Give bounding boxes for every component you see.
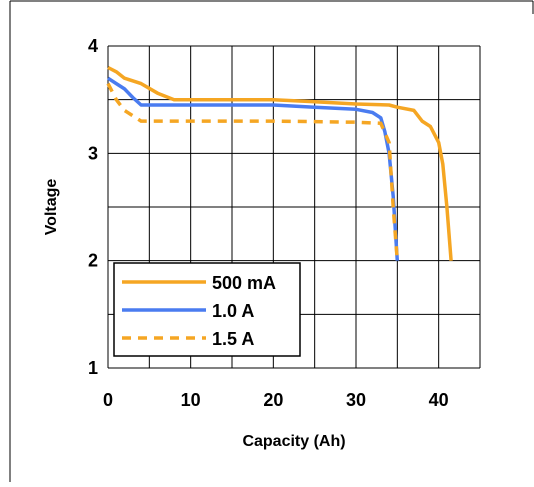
series-layer [106,65,453,261]
x-tick-label: 10 [181,390,201,410]
series-line [107,65,453,261]
x-tick-label: 20 [263,390,283,410]
legend: 500 mA 1.0 A 1.5 A [113,262,301,357]
x-axis-label: Capacity (Ah) [242,433,345,450]
y-tick-label: 2 [88,251,98,271]
y-axis-label: Voltage [43,179,60,236]
x-tick-label: 40 [429,390,449,410]
x-tick-label: 0 [103,390,113,410]
legend-label: 500 mA [212,273,276,293]
y-tick-label: 4 [88,36,98,56]
y-tick-label: 3 [88,143,98,163]
legend-label: 1.0 A [212,301,254,321]
series-line [107,76,400,261]
x-tick-label: 30 [346,390,366,410]
legend-label: 1.5 A [212,329,254,349]
axis-layer: 0 10 20 30 40 1 2 3 4 [88,36,449,410]
series-line [106,82,400,261]
y-tick-label: 1 [88,358,98,378]
